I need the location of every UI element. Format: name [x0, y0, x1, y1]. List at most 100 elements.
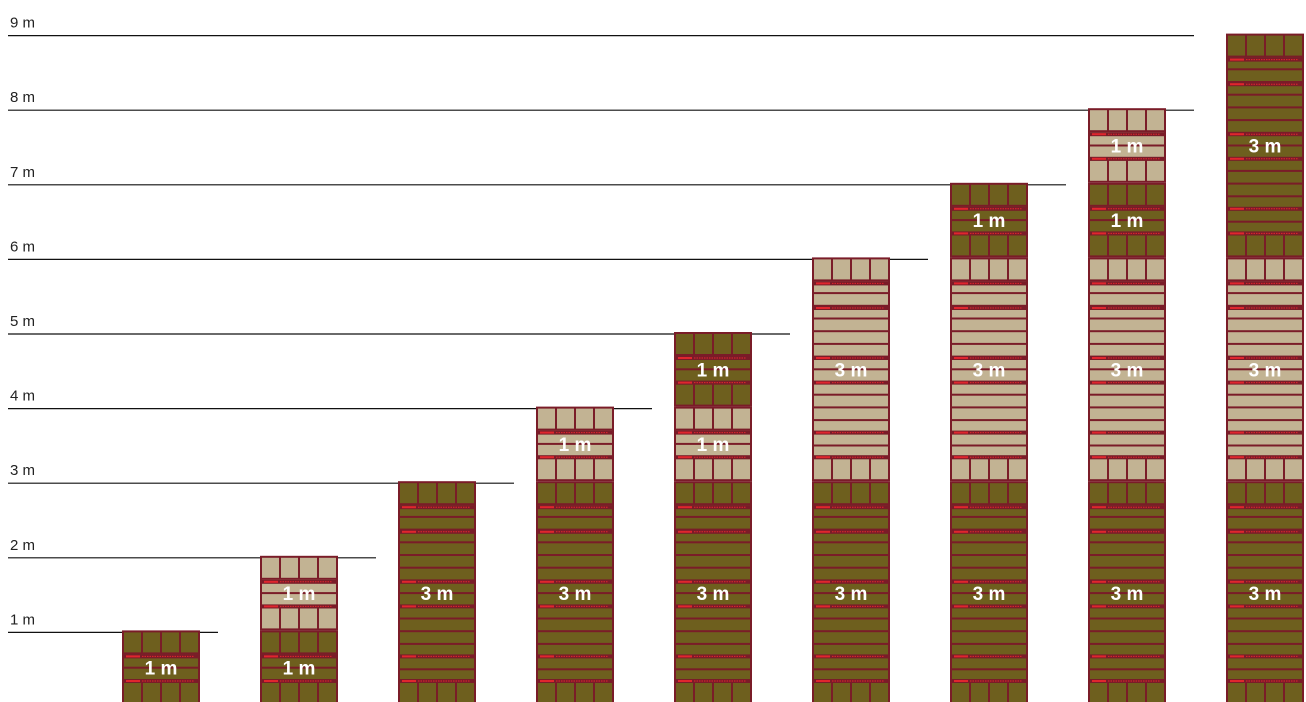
module-cell: [576, 408, 593, 429]
rail-handle: [1092, 381, 1106, 384]
level-label: 3 m: [10, 462, 35, 479]
rail-handle: [1092, 207, 1106, 210]
rail-handle: [1092, 157, 1106, 160]
module-slat: [538, 444, 612, 458]
level-9m: 9 m: [8, 15, 1194, 37]
level-label: 5 m: [10, 313, 35, 330]
module-slat: [1090, 221, 1164, 234]
module-slat: [952, 543, 1026, 554]
module-slat: [676, 644, 750, 656]
module-slat: [538, 670, 612, 681]
rail-handle: [126, 655, 140, 658]
module-3m-dark: 3 m: [1226, 33, 1304, 258]
module-slat: [952, 344, 1026, 356]
level-label: 6 m: [10, 238, 35, 255]
module-slat: [538, 530, 612, 542]
module-slat: [814, 670, 888, 681]
module-slat: [676, 594, 750, 605]
module-cell: [538, 683, 555, 702]
level-label: 1 m: [10, 611, 35, 628]
module-slat: [814, 370, 888, 381]
module-slat: [1228, 57, 1302, 69]
module-slat: [400, 581, 474, 593]
module-cell: [1228, 459, 1245, 480]
rail-handle: [954, 530, 968, 533]
module-cell: [143, 632, 160, 653]
module-slat: [952, 281, 1026, 293]
module-cell: [576, 459, 593, 480]
module-slat: [952, 619, 1026, 631]
module-cell: [1109, 184, 1126, 205]
module-size-label: 3 m: [1249, 584, 1282, 605]
module-slat: [814, 505, 888, 516]
rail-handle: [954, 207, 968, 210]
module-slat: [1228, 446, 1302, 458]
module-3m-dark: 3 m: [398, 481, 476, 702]
rail-handle: [1230, 580, 1244, 583]
module-slat: [1090, 408, 1164, 420]
module-slat: [1228, 171, 1302, 183]
column-8: 3 m 3 m 1 m 1 m: [1088, 108, 1166, 702]
module-slat: [676, 632, 750, 643]
module-cell: [181, 683, 198, 702]
module-cell: [300, 683, 317, 702]
module-cell: [733, 408, 750, 429]
column-9: 3 m 3 m 3 m: [1226, 33, 1304, 702]
module-slat: [814, 568, 888, 580]
module-slat: [1090, 146, 1164, 159]
module-cell: [1266, 459, 1283, 480]
module-1m-dark: 1 m: [260, 630, 338, 702]
module-cell: [124, 632, 141, 653]
module-size-label: 3 m: [1111, 360, 1144, 381]
level-1m: 1 m: [8, 611, 218, 634]
module-cell: [714, 459, 731, 480]
module-slat: [1228, 606, 1302, 618]
rail-handle: [678, 530, 692, 533]
module-slat: [1228, 543, 1302, 554]
module-slat: [952, 306, 1026, 318]
module-slat: [814, 395, 888, 407]
rail-handle: [678, 506, 692, 509]
rail-handle: [1230, 133, 1244, 136]
module-cell: [714, 683, 731, 702]
module-size-label: 3 m: [973, 584, 1006, 605]
module-cell: [1147, 184, 1164, 205]
module-slat: [952, 505, 1026, 516]
module-cell: [1128, 184, 1145, 205]
module-slat: [400, 606, 474, 618]
rail-handle: [1092, 530, 1106, 533]
module-slat: [1228, 517, 1302, 529]
module-size-label: 1 m: [283, 584, 316, 605]
module-cell: [952, 259, 969, 280]
rail-handle: [816, 282, 830, 285]
module-cell: [262, 683, 279, 702]
module-slat: [814, 408, 888, 420]
rail-handle: [540, 680, 554, 682]
rail-handle: [1230, 605, 1244, 608]
rail-handle: [816, 431, 830, 434]
module-slat: [1228, 619, 1302, 631]
module-slat: [814, 446, 888, 458]
module-cell: [676, 459, 693, 480]
module-slat: [1228, 133, 1302, 145]
module-slat: [400, 505, 474, 516]
module-3m-dark: 3 m: [950, 481, 1028, 702]
module-slat: [952, 319, 1026, 331]
module-slat: [1090, 383, 1164, 394]
module-cell: [871, 683, 888, 702]
module-cell: [1109, 235, 1126, 256]
module-cell: [1147, 235, 1164, 256]
column-5: 3 m 1 m 1 m: [674, 332, 752, 702]
module-slat: [262, 594, 336, 607]
module-cell: [595, 408, 612, 429]
module-3m-light: 3 m: [950, 257, 1028, 482]
module-cell: [695, 334, 712, 354]
module-cell: [871, 459, 888, 480]
module-slat: [538, 543, 612, 554]
module-slat: [676, 606, 750, 618]
module-slat: [952, 594, 1026, 605]
module-cell: [1266, 235, 1283, 256]
rail-handle: [1230, 157, 1244, 160]
module-slat: [1228, 581, 1302, 593]
